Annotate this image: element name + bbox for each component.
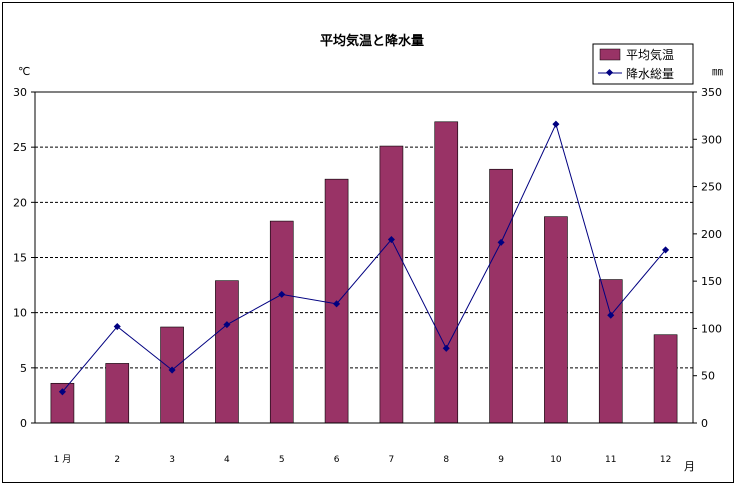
line-point bbox=[497, 238, 505, 246]
bar bbox=[598, 279, 623, 424]
x-tick-label: 5 bbox=[279, 455, 285, 465]
legend: 平均気温 降水総量 bbox=[592, 43, 694, 85]
y-right-tick-label: 300 bbox=[701, 133, 722, 146]
x-tick-label: 1 月 bbox=[54, 454, 72, 465]
bar bbox=[160, 326, 184, 424]
chart-title: 平均気温と降水量 bbox=[320, 33, 424, 49]
x-tick-label: 12 bbox=[660, 455, 671, 465]
plot-area bbox=[35, 92, 693, 423]
x-tick-label: 6 bbox=[334, 455, 340, 465]
x-tick-label: 2 bbox=[114, 455, 120, 465]
bar bbox=[544, 216, 568, 424]
y-right-tick-label: 0 bbox=[701, 417, 708, 430]
y-left-tick-label: 10 bbox=[13, 307, 27, 320]
line-point bbox=[442, 344, 450, 352]
y-right-unit: ㎜ bbox=[712, 65, 723, 78]
legend-swatch-marker bbox=[605, 68, 614, 77]
line-point bbox=[113, 323, 121, 331]
x-tick-label: 10 bbox=[550, 455, 562, 465]
legend-label-temperature: 平均気温 bbox=[626, 47, 674, 62]
y-right-tick-label: 150 bbox=[701, 275, 722, 288]
y-right-tick-label: 350 bbox=[701, 86, 722, 99]
y-left-tick-label: 5 bbox=[20, 362, 27, 375]
y-right-tick-label: 200 bbox=[701, 228, 722, 241]
y-left-tick-label: 20 bbox=[13, 196, 27, 209]
y-left-unit: ℃ bbox=[18, 65, 30, 78]
x-tick-label: 3 bbox=[169, 455, 175, 465]
line-point bbox=[278, 290, 286, 298]
bar bbox=[269, 220, 294, 424]
bar bbox=[653, 334, 678, 424]
x-tick-label: 8 bbox=[443, 455, 449, 465]
line-point bbox=[607, 311, 615, 319]
x-tick-label: 9 bbox=[498, 455, 504, 465]
line-point bbox=[58, 388, 66, 396]
y-left-tick-label: 15 bbox=[13, 252, 27, 265]
line-point bbox=[387, 235, 395, 244]
line-point bbox=[223, 321, 231, 329]
y-right-tick-label: 50 bbox=[701, 370, 715, 383]
bar bbox=[489, 168, 513, 424]
x-tick-label: 7 bbox=[389, 455, 395, 465]
y-left-tick-label: 30 bbox=[13, 86, 27, 99]
x-axis-unit: 月 bbox=[684, 460, 695, 473]
legend-swatch-bar bbox=[599, 48, 621, 61]
line-series-precipitation bbox=[62, 122, 666, 393]
bar bbox=[434, 121, 459, 424]
y-right-tick-label: 100 bbox=[701, 322, 722, 335]
y-left-tick-label: 25 bbox=[13, 141, 27, 154]
line-point bbox=[168, 366, 176, 374]
line-point bbox=[662, 246, 670, 254]
y-left-tick-label: 0 bbox=[20, 417, 27, 430]
y-right-tick-label: 250 bbox=[701, 181, 722, 194]
legend-label-precipitation: 降水総量 bbox=[626, 67, 674, 81]
bar bbox=[379, 145, 404, 424]
x-tick-label: 11 bbox=[605, 455, 616, 465]
bar bbox=[105, 363, 130, 424]
line-point bbox=[552, 120, 560, 128]
x-tick-label: 4 bbox=[224, 455, 230, 465]
bar bbox=[215, 280, 239, 424]
line-point bbox=[333, 300, 341, 308]
